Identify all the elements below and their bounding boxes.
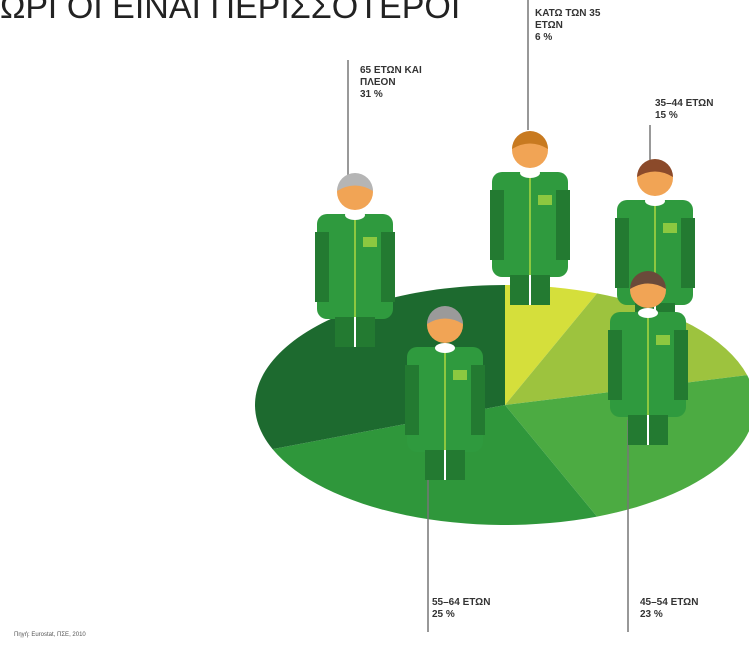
person-figure (490, 131, 570, 305)
arm (381, 232, 395, 302)
collar (345, 210, 365, 220)
person-figure (315, 173, 395, 347)
pocket (656, 335, 670, 345)
collar (520, 168, 540, 178)
category-label: ΚΑΤΩ ΤΩΝ 35 ΕΤΩΝ (535, 8, 601, 31)
arm (405, 365, 419, 435)
category-label: 65 ΕΤΩΝ ΚΑΙ ΠΛΕΟΝ (360, 65, 422, 88)
chart-title: ΩΡΓΟΙ ΕΙΝΑΙ ΠΕΡΙΣΣΟΤΕΡΟΙ (0, 0, 461, 26)
value-label: 31 % (360, 89, 383, 100)
category-label: 35–44 ΕΤΩΝ (655, 98, 714, 109)
collar (435, 343, 455, 353)
arm (681, 218, 695, 288)
slice-label: ΚΑΤΩ ΤΩΝ 35 ΕΤΩΝ 6 % (535, 8, 605, 44)
hair (337, 173, 373, 191)
category-label: 45–54 ΕΤΩΝ (640, 597, 699, 608)
pie-slice (505, 285, 598, 405)
value-label: 15 % (655, 110, 678, 121)
slice-label: 45–54 ΕΤΩΝ 23 % (640, 597, 710, 621)
pocket (538, 195, 552, 205)
collar (645, 196, 665, 206)
arm (674, 330, 688, 400)
pocket (363, 237, 377, 247)
arm (615, 218, 629, 288)
pie-slice (505, 375, 749, 517)
person-figure (608, 271, 688, 445)
person-figure (405, 306, 485, 480)
source-note: Πηγή: Eurostat, ΠΣΕ, 2010 (14, 632, 86, 638)
collar (638, 308, 658, 318)
pocket (663, 223, 677, 233)
slice-label: 35–44 ΕΤΩΝ 15 % (655, 98, 725, 122)
slice-label: 55–64 ΕΤΩΝ 25 % (432, 597, 502, 621)
hair (630, 271, 666, 289)
value-label: 25 % (432, 609, 455, 620)
value-label: 6 % (535, 32, 553, 43)
arm (608, 330, 622, 400)
arm (490, 190, 504, 260)
arm (471, 365, 485, 435)
value-label: 23 % (640, 609, 663, 620)
slice-label: 65 ΕΤΩΝ ΚΑΙ ΠΛΕΟΝ 31 % (360, 65, 430, 101)
category-label: 55–64 ΕΤΩΝ (432, 597, 491, 608)
hair (637, 159, 673, 177)
arm (556, 190, 570, 260)
arm (315, 232, 329, 302)
hair (427, 306, 463, 324)
pocket (453, 370, 467, 380)
hair (512, 131, 548, 149)
